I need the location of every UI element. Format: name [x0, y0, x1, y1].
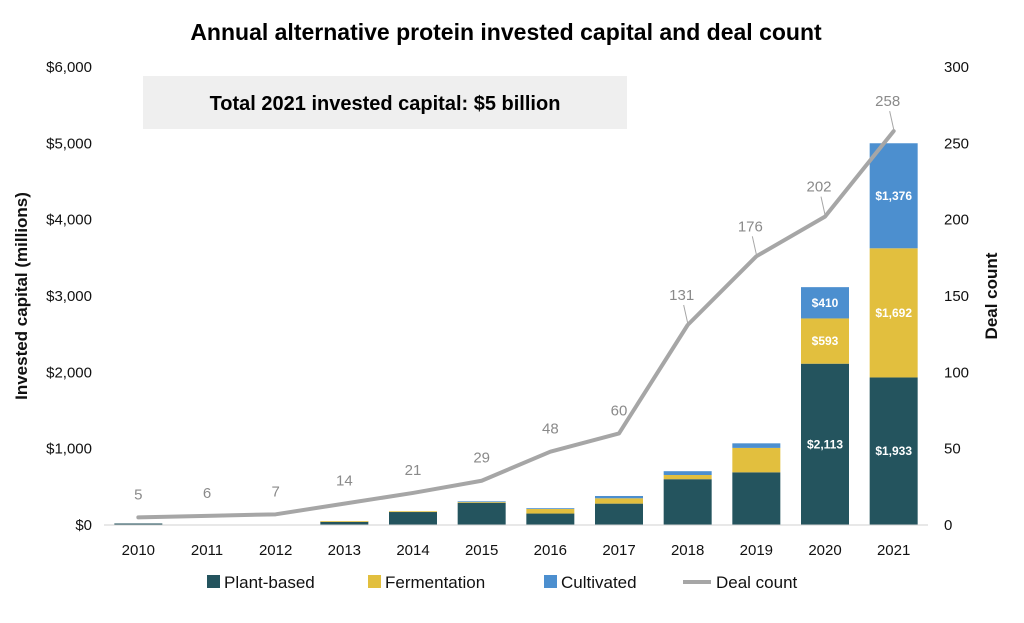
legend-swatch	[544, 575, 557, 588]
x-tick-label: 2013	[328, 542, 361, 559]
x-tick-label: 2021	[877, 542, 910, 559]
bar-segment-cultivated	[732, 443, 781, 448]
deal-count-label: 5	[134, 486, 142, 503]
x-tick-label: 2020	[808, 542, 841, 559]
bar-segment-fermentation	[732, 447, 781, 473]
deal-count-label: 21	[405, 462, 422, 479]
deal-count-label: 131	[669, 287, 694, 304]
deal-count-label: 48	[542, 421, 559, 438]
bar-segment-fermentation	[457, 501, 506, 503]
bar-segment-cultivated	[457, 501, 506, 503]
annotation-text: Total 2021 invested capital: $5 billion	[210, 93, 561, 115]
x-tick-label: 2014	[396, 542, 429, 559]
bar-segment-fermentation	[801, 318, 849, 364]
x-tick-label: 2010	[122, 542, 155, 559]
deal-label-leader	[820, 196, 826, 215]
y-axis-title: Invested capital (millions)	[12, 192, 31, 400]
bar-segment-plant-based	[869, 377, 918, 525]
bar-segment-fermentation	[526, 508, 575, 514]
x-tick-label: 2018	[671, 542, 704, 559]
y-tick-label: $2,000	[46, 364, 92, 381]
bar-segment-fermentation	[389, 511, 437, 513]
legend-label: Plant-based	[224, 573, 315, 592]
bar-segment-fermentation	[595, 498, 643, 504]
y-tick-label: $1,000	[46, 441, 92, 458]
bar-segment-plant-based	[320, 521, 369, 525]
x-tick-label: 2019	[740, 542, 773, 559]
legend-swatch	[368, 575, 381, 588]
bar-segment-plant-based	[595, 503, 643, 525]
bar-segment-plant-based	[526, 513, 575, 525]
bar-segment-plant-based	[114, 523, 163, 525]
bar-data-label: $410	[812, 296, 839, 310]
bar-segment-fermentation	[869, 248, 918, 378]
deal-label-leader	[889, 111, 895, 130]
x-tick-label: 2012	[259, 542, 292, 559]
legend-swatch	[207, 575, 220, 588]
y2-tick-label: 50	[944, 441, 961, 458]
x-tick-label: 2015	[465, 542, 498, 559]
y-tick-label: $5,000	[46, 135, 92, 152]
y-tick-label: $6,000	[46, 59, 92, 76]
y2-tick-label: 100	[944, 364, 969, 381]
deal-count-label: 202	[806, 179, 831, 196]
y2-axis-title: Deal count	[982, 252, 1001, 339]
x-tick-label: 2016	[534, 542, 567, 559]
bar-segment-fermentation	[320, 521, 369, 522]
legend-label: Cultivated	[561, 573, 637, 592]
bar-segment-cultivated	[595, 495, 643, 499]
legend-label: Deal count	[716, 573, 798, 592]
y-tick-label: $3,000	[46, 288, 92, 305]
deal-count-line	[136, 129, 896, 520]
bar-data-label: $1,692	[875, 306, 912, 320]
y2-tick-label: 300	[944, 59, 969, 76]
legend-label: Fermentation	[385, 573, 485, 592]
y2-tick-label: 200	[944, 212, 969, 229]
bar-segment-cultivated	[869, 143, 918, 249]
bar-segment-plant-based	[389, 511, 437, 525]
y2-tick-label: 250	[944, 135, 969, 152]
deal-count-label: 14	[336, 473, 353, 490]
bar-data-label: $1,933	[875, 444, 912, 458]
bar-segment-cultivated	[801, 287, 849, 319]
y2-tick-label: 0	[944, 517, 952, 534]
deal-label-leader	[683, 304, 689, 324]
y-tick-label: $0	[75, 517, 92, 534]
bar-segment-cultivated	[663, 471, 712, 476]
chart-title: Annual alternative protein invested capi…	[190, 19, 822, 45]
deal-count-label: 29	[473, 450, 490, 467]
deal-count-label: 60	[611, 402, 628, 419]
bar-data-label: $2,113	[807, 437, 843, 451]
y2-tick-label: 150	[944, 288, 969, 305]
bar-segment-plant-based	[732, 472, 781, 525]
deal-count-label: 258	[875, 93, 900, 110]
y-tick-label: $4,000	[46, 212, 92, 229]
bar-segment-plant-based	[457, 502, 506, 525]
annotation-box	[143, 76, 627, 129]
bar-data-label: $593	[812, 334, 839, 348]
bar-segment-cultivated	[526, 508, 575, 510]
bar-segment-plant-based	[663, 479, 712, 525]
x-tick-label: 2017	[602, 542, 635, 559]
deal-count-label: 7	[271, 483, 279, 500]
x-tick-label: 2011	[191, 542, 223, 559]
deal-label-leader	[751, 236, 757, 255]
bar-segment-fermentation	[663, 475, 712, 480]
deal-count-label: 176	[738, 218, 763, 235]
bar-segment-plant-based	[801, 363, 849, 525]
deal-count-label: 6	[203, 485, 211, 502]
bar-data-label: $1,376	[875, 189, 912, 203]
